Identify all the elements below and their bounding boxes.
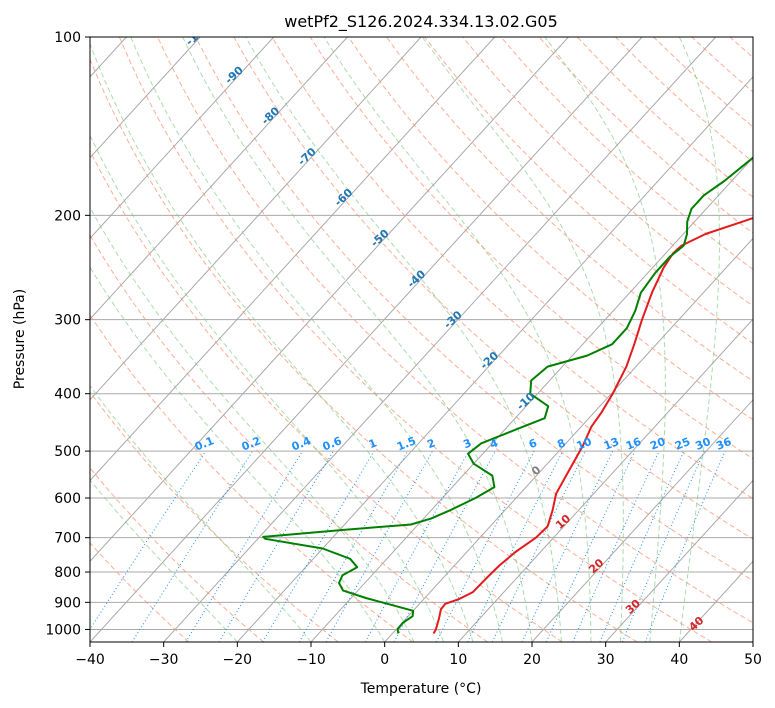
dry-adiabat-line [424, 37, 753, 344]
mixing-ratio-line [467, 450, 564, 642]
x-tick-label: 40 [670, 652, 688, 668]
isotherm-line [90, 37, 643, 642]
moist-adiabat-line [421, 37, 624, 642]
dewpoint-profile-line [262, 156, 753, 634]
mixing-ratio-line [572, 450, 660, 642]
moist-adiabat-line [245, 37, 562, 642]
y-tick-label: 500 [54, 444, 81, 460]
isotherm-line [90, 37, 348, 320]
chart-title: wetPf2_S126.2024.334.13.02.G05 [284, 12, 558, 32]
mixing-ratio-label: 2 [425, 436, 437, 451]
moist-adiabat-line [90, 384, 312, 642]
moist-adiabat-line [182, 37, 533, 642]
moist-adiabat-line [90, 266, 386, 642]
x-tick-label: 30 [597, 652, 615, 668]
mixing-ratio-label: 10 [575, 435, 594, 453]
mixing-ratio-label: 1 [367, 436, 379, 451]
mixing-ratio-label: 16 [624, 435, 643, 453]
mixing-ratio-line [621, 450, 705, 642]
x-tick-label: −10 [296, 652, 326, 668]
mixing-ratio-line [90, 450, 207, 631]
isotherm-line [90, 37, 569, 563]
dry-adiabat-line [386, 37, 753, 382]
moist-adiabat-line [90, 206, 415, 642]
mixing-ratio-label: 8 [555, 436, 567, 451]
moist-adiabat-line [544, 37, 666, 642]
dry-adiabat-line [90, 313, 414, 642]
mixing-ratio-label: 3 [461, 436, 473, 451]
dry-adiabat-line [309, 37, 753, 460]
dry-adiabat-line [90, 58, 638, 642]
x-tick-label: −40 [75, 652, 105, 668]
isotherm-line [236, 76, 753, 642]
plot-frame [89, 36, 754, 643]
mixing-ratio-label: 30 [693, 435, 712, 453]
mixing-ratio-label: 20 [648, 435, 667, 453]
y-tick-label: 800 [54, 565, 81, 581]
dry-adiabat-line [118, 37, 712, 642]
isotherm-line [163, 37, 717, 642]
mixing-ratio-label: 13 [602, 435, 621, 453]
isotherm-line [531, 399, 753, 642]
moist-adiabat-line [90, 134, 445, 642]
y-tick-label: 900 [54, 595, 81, 611]
dry-adiabat-line [157, 37, 753, 624]
y-axis: 100 200 300 400 500 600 700 800 900 1000 [45, 30, 90, 638]
x-tick-label: −30 [149, 652, 179, 668]
isotherm-line [457, 318, 753, 642]
isotherm-line [90, 37, 422, 401]
moist-adiabat-line [323, 37, 592, 642]
moist-adiabat-line [130, 37, 503, 642]
dry-adiabat-line [90, 149, 563, 642]
profile-lines [262, 156, 753, 634]
mixing-ratio-line [185, 450, 304, 642]
mixing-ratio-label: 36 [714, 435, 733, 453]
y-tick-label: 700 [54, 531, 81, 547]
y-tick-label: 600 [54, 491, 81, 507]
isotherm-line [605, 479, 753, 642]
y-axis-label: Pressure (hPa) [12, 289, 28, 389]
isotherm-line [90, 37, 496, 482]
mixing-ratio-line [599, 450, 685, 642]
x-tick-label: 20 [523, 652, 541, 668]
isotherm-label: -100 [183, 20, 212, 48]
isotherm-line [384, 237, 753, 642]
mixing-ratio-line [393, 450, 496, 642]
y-tick-label: 300 [54, 313, 81, 329]
y-tick-label: 400 [54, 387, 81, 403]
x-axis: −40 −30 −20 −10 0 10 20 30 40 50 [75, 642, 762, 668]
dry-adiabat-line [271, 37, 753, 500]
y-tick-label: 200 [54, 208, 81, 224]
mixing-ratio-line [218, 450, 334, 642]
dry-adiabat-line [195, 37, 753, 582]
reference-lines [90, 37, 753, 642]
temperature-profile-line [432, 216, 753, 634]
mixing-ratio-line [644, 450, 726, 642]
mixing-ratio-line [325, 450, 433, 642]
y-tick-label: 100 [54, 30, 81, 46]
mixing-ratio-label: 25 [673, 435, 692, 453]
x-tick-label: −20 [223, 652, 253, 668]
x-tick-label: 10 [449, 652, 467, 668]
moist-adiabat-line [678, 37, 720, 642]
x-tick-label: 50 [744, 652, 762, 668]
isotherm-line [90, 37, 275, 240]
dry-adiabat-line [90, 391, 339, 642]
x-axis-label: Temperature (°C) [360, 681, 482, 697]
x-tick-label: 0 [380, 652, 389, 668]
moist-adiabat-line [90, 479, 238, 642]
isotherm-line [90, 37, 201, 159]
y-tick-label: 1000 [45, 622, 81, 638]
dry-adiabat-line [233, 37, 753, 540]
